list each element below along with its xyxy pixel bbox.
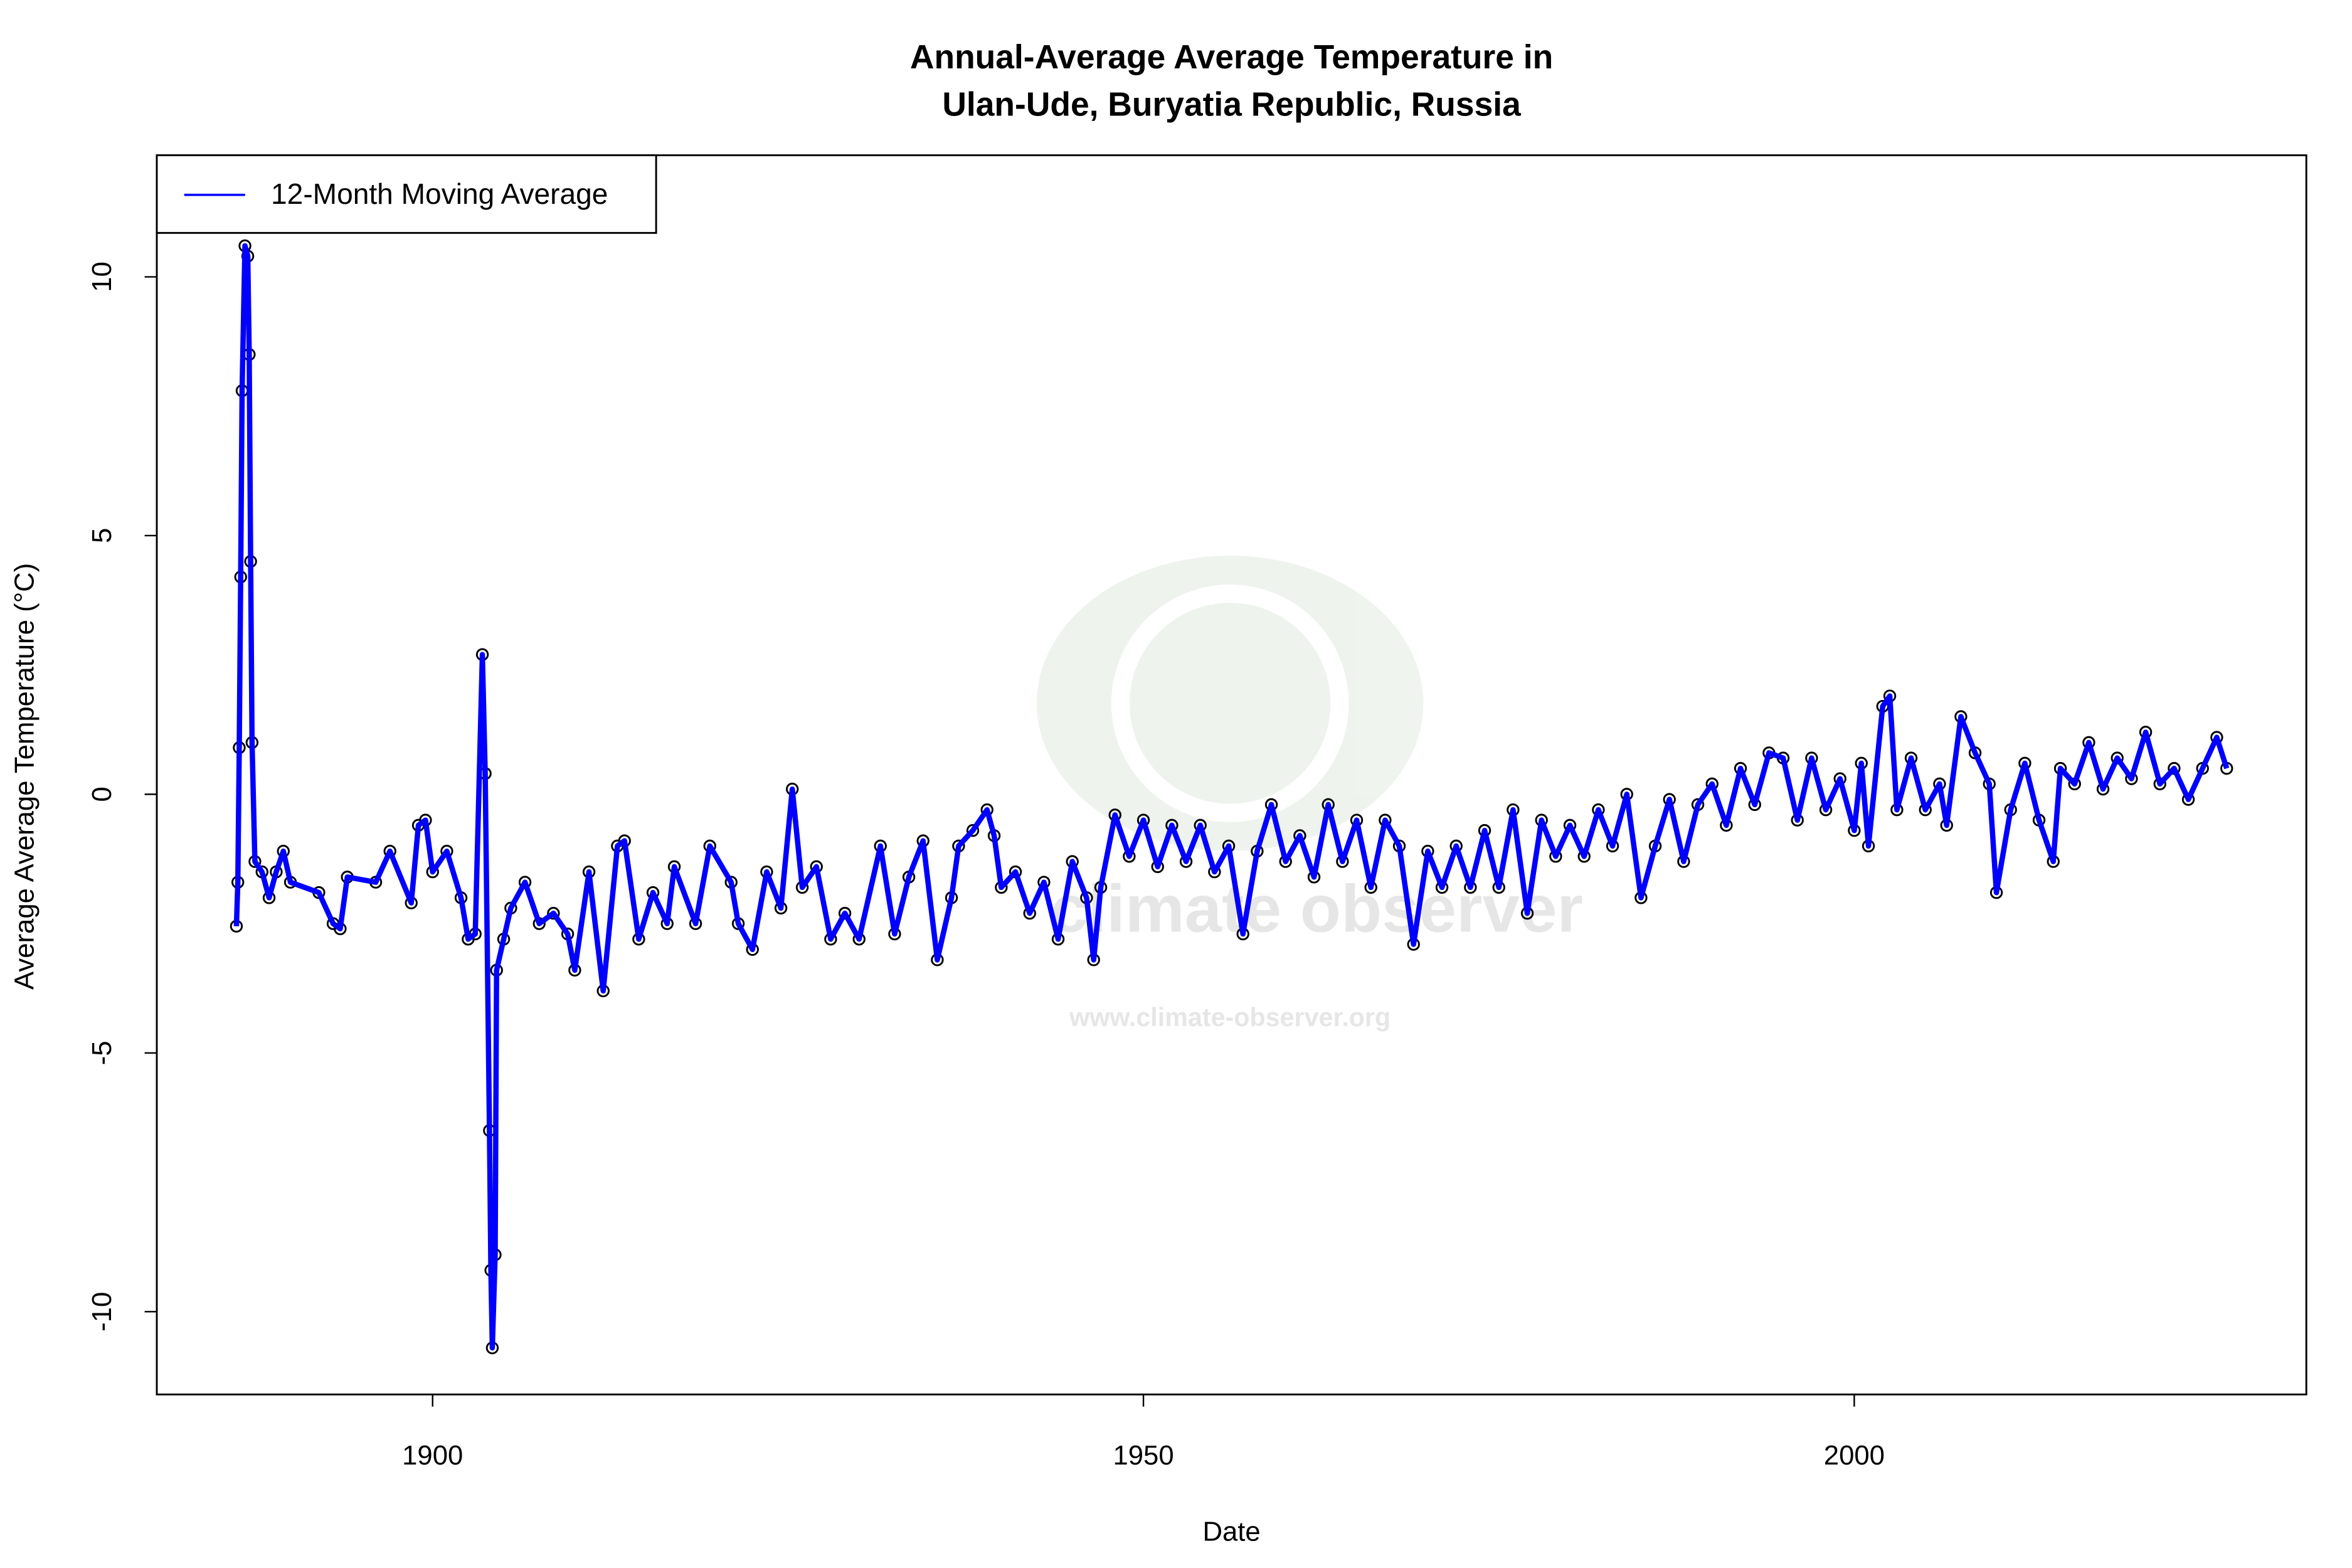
- x-tick-label: 2000: [1824, 1440, 1885, 1471]
- x-tick-label: 1950: [1113, 1440, 1173, 1471]
- chart-title: Annual-Average Average Temperature in: [910, 39, 1553, 76]
- chart-title: Ulan-Ude, Buryatia Republic, Russia: [942, 86, 1522, 123]
- legend-label: 12-Month Moving Average: [271, 177, 608, 210]
- data-point: [547, 906, 560, 920]
- plot-frame: [156, 154, 2307, 1396]
- y-tick-label: 0: [87, 787, 117, 802]
- watermark: climate observer www.climate-observer.or…: [1036, 555, 1583, 1032]
- y-tick-label: -5: [87, 1041, 117, 1065]
- x-axis-label: Date: [1202, 1516, 1260, 1547]
- data-point: [966, 824, 980, 837]
- y-tick-label: 10: [87, 262, 117, 292]
- y-tick-label: 5: [87, 528, 117, 543]
- watermark-url: www.climate-observer.org: [1069, 1003, 1391, 1032]
- series-line: [233, 243, 2230, 1351]
- y-axis-label: Average Average Temperature (°C): [9, 563, 40, 990]
- x-tick-label: 1900: [402, 1440, 463, 1471]
- y-tick-label: -10: [87, 1292, 117, 1332]
